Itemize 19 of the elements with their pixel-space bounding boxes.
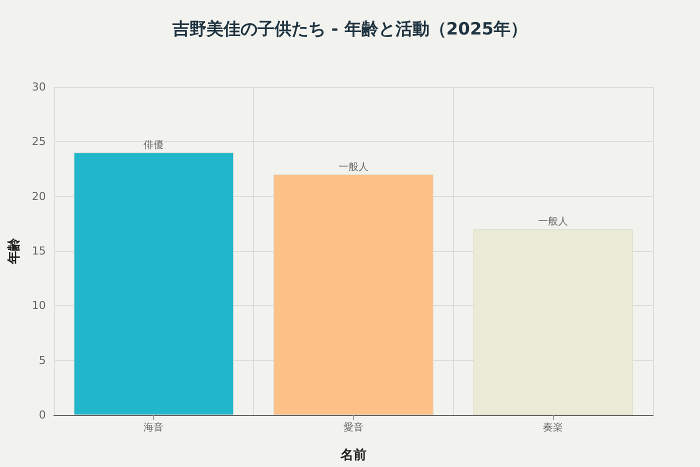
annotation: 一般人 bbox=[338, 162, 368, 173]
x-tick-label: 愛音 bbox=[343, 422, 364, 434]
x-tick-label: 奏楽 bbox=[543, 422, 564, 434]
chart-title: 吉野美佳の子供たち - 年齢と活動（2025年） bbox=[171, 20, 528, 40]
bar bbox=[274, 174, 434, 415]
y-tick-label: 10 bbox=[32, 299, 46, 312]
x-axis-title: 名前 bbox=[339, 448, 366, 463]
x-tick-label: 海音 bbox=[144, 422, 164, 434]
bar bbox=[74, 152, 234, 415]
y-tick-label: 30 bbox=[32, 80, 46, 94]
y-tick-label: 15 bbox=[32, 244, 46, 258]
y-tick-label: 5 bbox=[38, 354, 46, 367]
y-tick-label: 25 bbox=[32, 135, 46, 148]
annotation: 一般人 bbox=[538, 216, 568, 228]
y-tick-label: 20 bbox=[32, 190, 46, 203]
y-axis-title: 年齢 bbox=[7, 237, 22, 265]
y-tick-label: 0 bbox=[38, 408, 46, 422]
annotation: 俳優 bbox=[144, 139, 164, 152]
bar bbox=[473, 229, 634, 415]
